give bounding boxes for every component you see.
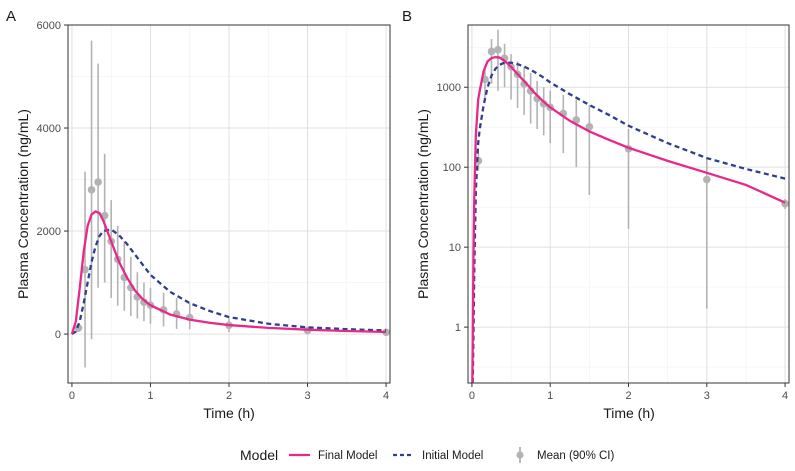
panel-a-y-tick-label: 4000 xyxy=(37,123,61,135)
panel-a-x-tick-label: 4 xyxy=(383,390,389,402)
panel-a-mean-point xyxy=(94,178,102,186)
panel-a-final-model-line xyxy=(70,210,387,335)
panel-b-mean-point xyxy=(585,122,594,131)
panel-a-mean-point xyxy=(87,186,96,194)
panel-b-mean-points xyxy=(474,45,789,208)
panel-b-final-model-line xyxy=(471,55,786,384)
panel-a-y-tick-label: 0 xyxy=(55,329,61,341)
panel-a-tag: A xyxy=(6,8,16,25)
panel-b-mean-point xyxy=(572,116,581,124)
panel-a-x-tick-label: 2 xyxy=(226,390,232,402)
panel-a-y-axis-title: Plasma Concentration (ng/mL) xyxy=(15,109,31,299)
panel-b-mean-point xyxy=(487,47,496,56)
panel-b-y-tick-label: 1000 xyxy=(437,82,461,94)
panel-a-mean-point xyxy=(81,265,89,274)
legend-initial-model-label: Initial Model xyxy=(422,450,483,462)
panel-a-x-tick-label: 0 xyxy=(69,390,75,402)
legend: Model Final Model Initial Model Mean (90… xyxy=(240,447,615,463)
panel-b-y-ticks: 1 10 100 1000 xyxy=(437,82,468,334)
legend-final-model-label: Final Model xyxy=(318,450,377,462)
legend-observed-label: Mean (90% CI) xyxy=(537,450,615,462)
legend-item-final-model: Final Model xyxy=(289,450,377,462)
panel-b: B 1 10 100 1000 0 1 2 3 4 Time (h) Plasma Conce… xyxy=(402,8,790,421)
panel-b-y-tick-label: 100 xyxy=(443,162,461,174)
panel-b-y-tick-label: 10 xyxy=(449,242,461,254)
panel-b-x-tick-label: 2 xyxy=(625,390,631,402)
panel-b-x-tick-label: 0 xyxy=(469,390,475,402)
panel-b-x-tick-label: 3 xyxy=(704,390,710,402)
legend-item-initial-model: Initial Model xyxy=(393,450,483,462)
panel-a-y-ticks: 0 2000 4000 6000 xyxy=(37,20,68,341)
panel-b-initial-model-line xyxy=(471,61,786,384)
panel-b-x-axis-title: Time (h) xyxy=(603,405,655,421)
panel-a-x-tick-label: 1 xyxy=(147,390,153,402)
panel-b-tag: B xyxy=(402,8,412,25)
panel-b-mean-point xyxy=(494,45,502,54)
legend-title: Model xyxy=(240,447,278,463)
panel-a-mean-point xyxy=(382,328,390,337)
panel-b-mean-point xyxy=(702,175,711,184)
panel-a-x-ticks: 0 1 2 3 4 xyxy=(69,383,389,402)
panel-b-x-ticks: 0 1 2 3 4 xyxy=(469,383,788,402)
panel-b-x-tick-label: 1 xyxy=(547,390,553,402)
panel-a-y-tick-label: 6000 xyxy=(37,20,61,32)
panel-b-x-tick-label: 4 xyxy=(782,390,788,402)
panel-a-y-tick-label: 2000 xyxy=(37,226,61,238)
legend-observed-point-key xyxy=(516,451,524,459)
panel-a: A 0 2000 4000 6000 0 1 2 3 4 Time (h) Plasma Co… xyxy=(6,8,391,421)
panel-a-x-tick-label: 3 xyxy=(304,390,310,402)
panel-a-initial-model-line xyxy=(71,228,387,336)
panel-b-y-axis-title: Plasma Concentration (ng/mL) xyxy=(415,109,431,299)
panel-b-y-tick-label: 1 xyxy=(455,322,461,334)
panel-a-x-axis-title: Time (h) xyxy=(203,405,255,421)
panel-a-gridlines xyxy=(68,24,390,383)
legend-item-observed: Mean (90% CI) xyxy=(516,447,615,463)
